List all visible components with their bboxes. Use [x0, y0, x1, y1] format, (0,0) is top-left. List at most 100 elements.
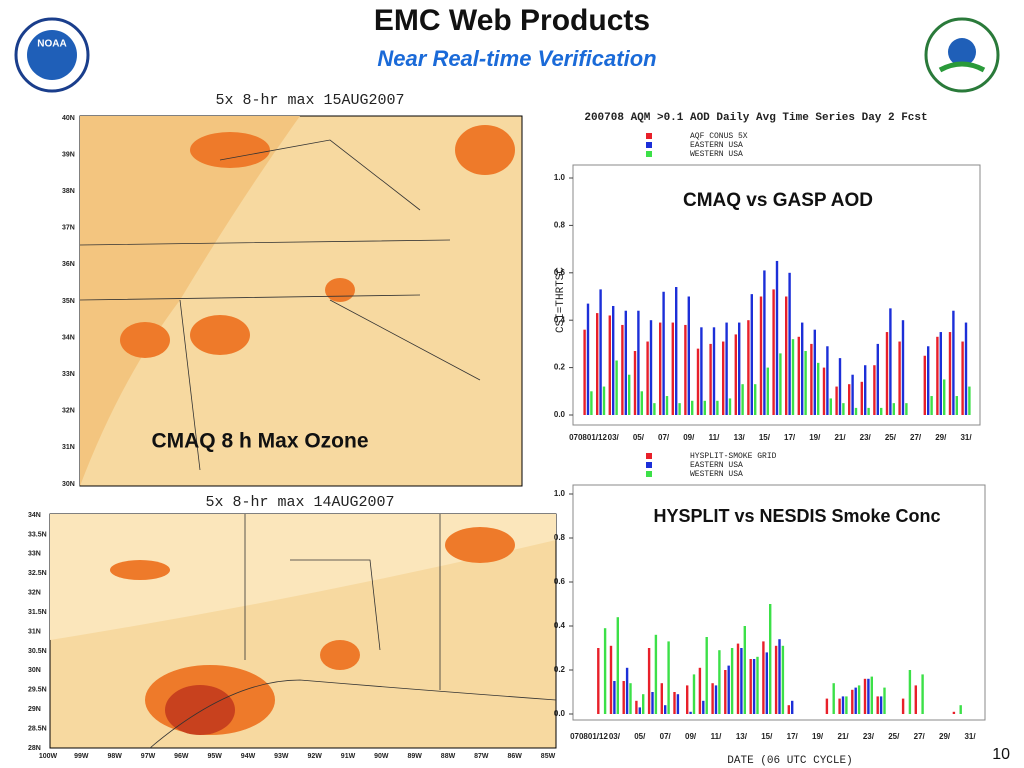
- bar: [583, 329, 586, 415]
- lat-label: 39N: [62, 151, 75, 158]
- bar: [659, 322, 662, 415]
- bar: [599, 289, 602, 415]
- bar: [848, 384, 851, 415]
- bar: [646, 341, 649, 415]
- bar: [703, 400, 706, 415]
- map-blob: [120, 322, 170, 358]
- lat-label: 36N: [62, 261, 75, 268]
- bar: [961, 341, 964, 415]
- x-tick-label: 23/: [863, 732, 875, 741]
- bar: [711, 683, 714, 714]
- bar: [633, 351, 637, 415]
- map-blob: [445, 527, 515, 563]
- bar: [955, 396, 958, 415]
- bar: [964, 322, 968, 415]
- bar: [616, 617, 619, 714]
- lat-label: 28.5N: [28, 725, 47, 732]
- y-tick-label: 0.8: [554, 533, 566, 542]
- bar: [775, 260, 779, 415]
- legend-label: HYSPLIT-SMOKE GRID: [690, 452, 777, 461]
- x-tick-label: 05/: [634, 732, 646, 741]
- bar: [750, 294, 753, 415]
- bar: [678, 403, 681, 415]
- bar: [615, 360, 618, 415]
- bar: [640, 391, 643, 415]
- bar: [649, 320, 653, 415]
- x-tick-label: 15/: [759, 433, 771, 442]
- bar: [791, 700, 794, 714]
- map-borders: [79, 139, 481, 471]
- bar: [914, 685, 917, 714]
- lon-label: 88W: [441, 753, 456, 760]
- bar: [905, 403, 908, 415]
- x-tick-label: 03/: [609, 732, 621, 741]
- bar: [889, 308, 892, 415]
- bar: [625, 667, 629, 714]
- epa-logo-inner: [948, 38, 976, 66]
- x-tick-label: 27/: [914, 732, 926, 741]
- bar: [867, 678, 870, 714]
- bar: [778, 639, 781, 714]
- bar: [939, 332, 942, 415]
- lon-label: 92W: [307, 753, 322, 760]
- lon-label: 86W: [507, 753, 522, 760]
- map-blob: [325, 278, 355, 302]
- bar: [741, 384, 744, 415]
- legend-label: WESTERN USA: [690, 470, 743, 479]
- bar: [675, 287, 678, 415]
- bar: [673, 692, 676, 714]
- bar: [825, 698, 829, 714]
- slide-title: EMC Web Products: [374, 4, 650, 37]
- x-tick-label: 070801/12: [570, 732, 608, 741]
- bar: [923, 355, 926, 415]
- x-tick-label: 05/: [633, 433, 645, 442]
- bar: [797, 336, 800, 415]
- lat-label: 32.5N: [28, 570, 47, 577]
- bar: [667, 641, 670, 714]
- bar: [687, 296, 690, 415]
- lat-label: 32N: [28, 590, 41, 597]
- logo-text: NOAA: [37, 39, 66, 50]
- map-title: 5x 8-hr max 14AUG2007: [205, 494, 394, 511]
- bar: [637, 310, 640, 415]
- bar: [738, 322, 741, 415]
- y-tick-label: 1.0: [554, 173, 566, 182]
- x-tick-label: 29/: [939, 732, 951, 741]
- bar: [752, 659, 756, 714]
- chart-annotation: CMAQ vs GASP AOD: [683, 190, 873, 211]
- bar: [930, 396, 933, 415]
- lat-label: 38N: [62, 188, 75, 195]
- x-tick-label: 07/: [658, 433, 670, 442]
- lon-label: 98W: [107, 753, 122, 760]
- lon-label: 99W: [74, 753, 89, 760]
- bar: [586, 303, 590, 415]
- bar: [863, 678, 867, 714]
- x-tick-label: 29/: [935, 433, 947, 442]
- x-tick-label: 11/: [711, 732, 722, 741]
- lon-label: 93W: [274, 753, 289, 760]
- x-tick-label: 03/: [608, 433, 620, 442]
- bar: [754, 384, 757, 415]
- bar: [779, 353, 782, 415]
- bar: [590, 391, 593, 415]
- lat-label: 37N: [62, 225, 75, 232]
- lat-label: 31.5N: [28, 609, 47, 616]
- legend-swatch: [646, 462, 652, 468]
- bar: [734, 334, 737, 415]
- epa-logo-leaf: [938, 61, 986, 73]
- bar: [653, 403, 656, 415]
- bar: [959, 705, 962, 714]
- bar: [691, 400, 694, 415]
- bar: [698, 667, 702, 714]
- lat-label: 33N: [62, 371, 75, 378]
- bar: [810, 343, 813, 415]
- bar: [781, 645, 785, 714]
- bar: [596, 313, 599, 415]
- bar: [736, 643, 740, 714]
- bar: [651, 692, 654, 714]
- bar: [898, 341, 901, 415]
- x-tick-label: 19/: [812, 732, 824, 741]
- map-blob: [190, 132, 270, 168]
- lat-label: 34N: [62, 334, 75, 341]
